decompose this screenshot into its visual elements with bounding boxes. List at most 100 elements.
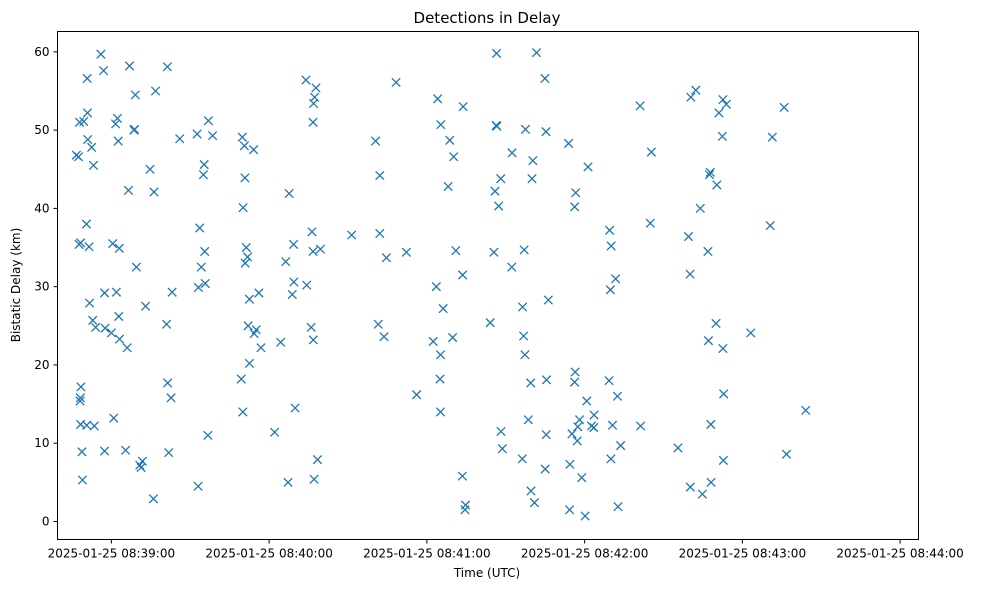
data-point — [192, 129, 202, 139]
data-point — [563, 138, 574, 149]
data-point — [527, 173, 537, 184]
data-point — [76, 382, 86, 392]
data-point — [489, 247, 499, 257]
data-point — [112, 113, 123, 124]
data-point — [529, 498, 540, 508]
data-point — [589, 410, 599, 420]
data-point — [84, 242, 94, 252]
data-point — [256, 343, 266, 353]
data-point — [577, 473, 587, 483]
data-point — [683, 231, 694, 242]
data-point — [306, 322, 316, 333]
data-point — [712, 180, 722, 190]
data-point — [431, 282, 441, 292]
data-point — [90, 322, 101, 333]
data-point — [449, 152, 459, 162]
data-point — [541, 429, 551, 440]
data-point — [381, 253, 392, 263]
data-point — [607, 420, 618, 430]
data-point — [347, 230, 357, 240]
data-point — [435, 407, 446, 417]
data-point — [195, 223, 205, 233]
data-point — [114, 243, 124, 253]
y-tick-label: 50 — [34, 123, 49, 137]
x-axis: 2025-01-25 08:39:00 2025-01-25 08:40:00 20… — [48, 539, 964, 561]
data-point — [200, 246, 210, 257]
data-point — [75, 238, 86, 248]
data-point — [604, 225, 615, 235]
data-point — [606, 241, 616, 251]
data-point — [150, 86, 161, 96]
data-point — [457, 471, 468, 481]
y-tick-label: 20 — [34, 358, 49, 372]
data-point — [610, 274, 621, 284]
x-axis-label: Time (UTC) — [453, 566, 520, 580]
data-point — [244, 294, 255, 304]
data-point — [717, 131, 728, 142]
data-point — [379, 332, 389, 342]
data-point — [457, 270, 468, 280]
data-point — [311, 83, 321, 93]
data-point — [99, 288, 110, 298]
data-point — [746, 328, 756, 338]
data-point — [370, 136, 381, 146]
data-point — [435, 374, 445, 384]
data-point — [137, 456, 148, 466]
data-point — [75, 396, 85, 406]
data-point — [167, 287, 177, 297]
data-point — [703, 336, 714, 346]
data-point — [451, 246, 461, 256]
data-point — [238, 407, 248, 417]
data-point — [517, 454, 527, 464]
data-point — [493, 201, 504, 211]
data-point — [79, 116, 89, 127]
data-point — [269, 427, 280, 437]
data-point — [391, 77, 401, 88]
data-point — [108, 238, 118, 249]
data-point — [518, 331, 529, 341]
data-point — [82, 108, 93, 118]
data-point — [145, 164, 155, 174]
data-point — [526, 378, 536, 388]
x-tick-label: 2025-01-25 08:42:00 — [521, 547, 648, 561]
data-point — [567, 429, 577, 439]
data-point — [531, 47, 542, 58]
data-point — [635, 421, 646, 431]
data-point — [87, 142, 97, 153]
data-point — [458, 101, 468, 112]
data-point — [519, 245, 529, 255]
data-point — [523, 415, 534, 425]
data-point — [569, 202, 580, 212]
data-point — [175, 134, 185, 144]
data-point — [574, 415, 585, 425]
y-tick-label: 60 — [34, 45, 49, 59]
x-tick-label: 2025-01-25 08:43:00 — [679, 547, 806, 561]
data-point — [704, 170, 715, 180]
chart-title: Detections in Delay — [414, 9, 561, 27]
data-point — [373, 319, 383, 329]
data-point — [283, 477, 293, 488]
data-point — [706, 419, 716, 430]
data-point — [162, 378, 173, 388]
data-point — [492, 121, 502, 131]
data-point — [582, 396, 592, 406]
y-axis-label: Bistatic Delay (km) — [9, 228, 23, 343]
data-point — [685, 269, 695, 279]
data-point — [203, 430, 213, 441]
data-point — [166, 393, 176, 403]
data-point — [767, 132, 777, 142]
data-point — [428, 336, 438, 347]
data-point — [236, 374, 246, 384]
data-point — [615, 440, 626, 451]
data-point — [96, 49, 106, 59]
data-point — [73, 152, 84, 162]
data-point — [243, 321, 253, 331]
data-point — [290, 403, 300, 413]
data-point — [131, 262, 142, 272]
data-point — [496, 173, 506, 184]
data-point — [543, 295, 553, 305]
data-point — [438, 303, 448, 314]
marker-layer — [71, 47, 811, 521]
data-point — [199, 159, 209, 170]
data-point — [114, 334, 125, 344]
